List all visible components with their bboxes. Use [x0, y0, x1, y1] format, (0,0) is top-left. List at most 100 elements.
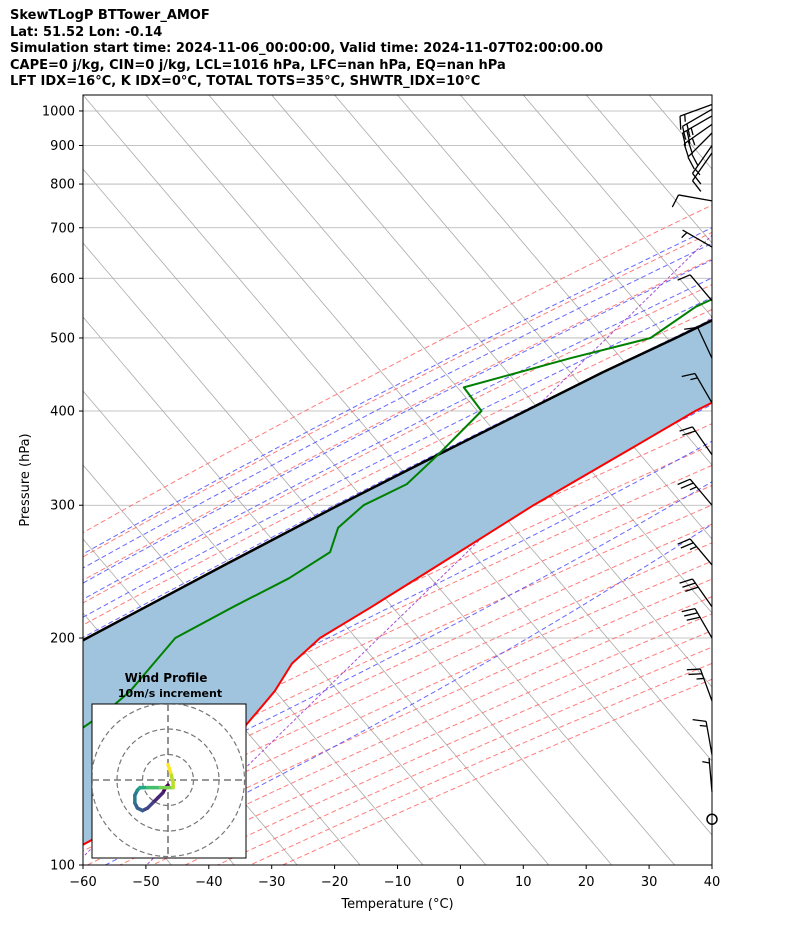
barb-shaft [678, 194, 713, 202]
barb-feather [682, 582, 696, 588]
wind-barb [677, 478, 713, 506]
x-tick-label: −60 [69, 875, 96, 890]
dry-adiabat [83, 444, 712, 747]
y-tick-label: 600 [50, 272, 75, 287]
barb-feather [686, 616, 701, 621]
barb-feather [680, 542, 694, 549]
dry-adiabat [83, 258, 712, 581]
barb-half-feather [684, 114, 686, 122]
x-tick-label: −30 [258, 875, 285, 890]
x-axis-label: Temperature (°C) [340, 897, 453, 912]
wind-barb [677, 538, 713, 566]
x-tick-label: 10 [515, 875, 532, 890]
hodograph-ring [92, 704, 246, 858]
barb-shaft [697, 327, 713, 359]
moist-adiabat [83, 259, 712, 584]
barb-shaft [694, 373, 713, 404]
barb-shaft [705, 721, 713, 755]
wind-barb [671, 194, 713, 208]
barb-shaft [682, 108, 713, 127]
isotherm [711, 95, 712, 96]
indices-line: LFT IDX=16°C, K IDX=0°C, TOTAL TOTS=35°C… [10, 74, 481, 89]
hodograph-title: Wind Profile [125, 671, 208, 685]
hodograph: Wind Profile 10m/s increment [91, 671, 247, 859]
wind-barb [681, 229, 713, 248]
barb-shaft [691, 426, 713, 456]
barb-feather [690, 153, 699, 166]
barb-shaft [689, 538, 713, 566]
isotherm [397, 95, 712, 466]
barb-half-feather [702, 761, 710, 764]
barb-half-feather [696, 677, 704, 680]
chart-header: SkewTLogP BTTower_AMOF Lat: 51.52 Lon: -… [10, 8, 603, 91]
barb-shaft [679, 103, 713, 117]
dry-adiabat [83, 231, 712, 558]
wind-barb [681, 372, 713, 404]
barb-feather [684, 612, 698, 617]
barb-feather [691, 180, 702, 192]
y-tick-label: 300 [50, 499, 75, 514]
barb-shaft [691, 145, 713, 174]
barb-half-feather [689, 545, 697, 551]
barb-feather [691, 172, 702, 185]
hodograph-body [92, 704, 246, 858]
x-tick-label: −10 [384, 875, 411, 890]
hodograph-segment [168, 770, 175, 785]
barb-feather [686, 130, 691, 144]
barb-half-feather [694, 168, 701, 176]
barb-shaft [689, 478, 713, 506]
barb-shaft [694, 608, 713, 639]
isotherm [83, 316, 550, 865]
cape-line: CAPE=0 j/kg, CIN=0 j/kg, LCL=1016 hPa, L… [10, 57, 506, 73]
parcel-profile-line [83, 318, 712, 642]
barb-feather [679, 116, 682, 130]
wind-barb [691, 152, 713, 192]
wind-barbs [671, 103, 718, 825]
isotherm [83, 390, 487, 865]
wind-barb [681, 607, 713, 639]
barb-feather [677, 478, 691, 486]
location-line: Lat: 51.52 Lon: -0.14 [10, 24, 163, 40]
barb-shaft [691, 152, 713, 182]
isotherm [83, 538, 361, 865]
x-tick-label: −40 [195, 875, 222, 890]
barb-feather [687, 156, 695, 170]
barb-feather [681, 372, 696, 378]
barb-feather [683, 143, 689, 157]
moist-adiabat [83, 481, 712, 814]
x-tick-label: 0 [456, 875, 464, 890]
dry-adiabat [83, 308, 712, 626]
moist-adiabat [105, 523, 712, 865]
x-tick-label: −20 [321, 875, 348, 890]
wind-barb [706, 813, 718, 825]
barb-half-feather [691, 137, 696, 146]
dry-adiabat [83, 204, 712, 534]
barb-half-feather [690, 377, 698, 381]
barb-shaft [699, 668, 713, 702]
y-tick-label: 200 [50, 632, 75, 647]
barb-half-feather [699, 724, 708, 727]
moist-adiabat [83, 318, 712, 639]
x-tick-label: −50 [132, 875, 159, 890]
barb-feather [686, 668, 701, 671]
wind-barb [692, 719, 713, 755]
y-tick-label: 800 [50, 178, 75, 193]
wind-barb [691, 145, 713, 185]
barb-shaft [689, 274, 713, 302]
barb-shaft [691, 578, 713, 608]
wind-barb [702, 758, 713, 792]
barb-feather [681, 607, 696, 613]
dry-adiabat [83, 484, 712, 784]
y-tick-label: 100 [50, 859, 75, 874]
barb-feather [684, 326, 698, 330]
barb-feather [688, 673, 703, 676]
barb-half-feather [690, 127, 694, 136]
barb-shaft [708, 758, 713, 792]
y-tick-label: 900 [50, 139, 75, 154]
barb-feather [680, 482, 694, 489]
isotherm [334, 95, 712, 540]
wind-barb [677, 274, 713, 302]
barb-feather [692, 719, 707, 722]
isotherm [460, 95, 712, 392]
x-tick-label: 30 [641, 875, 658, 890]
